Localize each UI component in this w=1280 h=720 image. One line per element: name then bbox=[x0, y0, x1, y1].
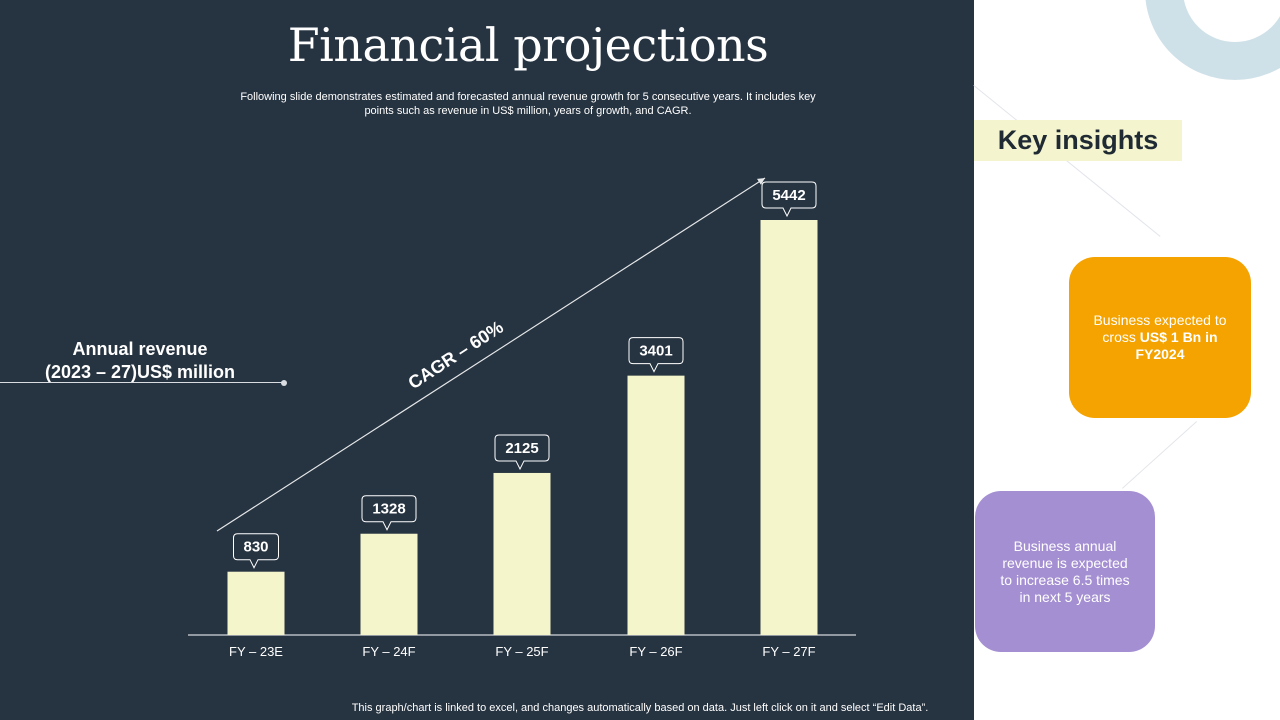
data-label-callout-1 bbox=[233, 533, 279, 569]
bar-2[interactable] bbox=[360, 533, 418, 635]
x-tick-label-2: FY – 24F bbox=[362, 644, 415, 659]
insight-card-revenue-milestone: Business expected to cross US$ 1 Bn in F… bbox=[1069, 257, 1251, 418]
data-label-callout-2 bbox=[361, 495, 417, 531]
key-insights-heading: Key insights bbox=[974, 120, 1182, 161]
insight-card-growth-multiple: Business annual revenue is expected to i… bbox=[975, 491, 1155, 652]
chart-footnote: This graph/chart is linked to excel, and… bbox=[351, 702, 929, 714]
data-label-callout-4 bbox=[628, 337, 684, 373]
data-label-5: 5442 bbox=[772, 187, 805, 204]
revenue-label-dot bbox=[281, 380, 287, 386]
revenue-bar-chart[interactable]: CAGR – 60% 830 FY – 23E 1328 FY – 24F 2125 FY… bbox=[0, 0, 974, 720]
revenue-axis-label: Annual revenue (2023 – 27)US$ million bbox=[20, 338, 260, 384]
revenue-label-line1: Annual revenue bbox=[72, 339, 208, 359]
bar-5[interactable] bbox=[760, 220, 818, 635]
data-label-4: 3401 bbox=[639, 343, 672, 360]
cagr-trend-arrow bbox=[216, 177, 766, 532]
x-tick-label-4: FY – 26F bbox=[629, 644, 682, 659]
bar-4[interactable] bbox=[627, 375, 685, 635]
insight-card1-highlight: US$ 1 Bn in FY2024 bbox=[1135, 329, 1218, 362]
bar-1[interactable] bbox=[227, 571, 285, 635]
x-tick-label-1: FY – 23E bbox=[229, 644, 283, 659]
cagr-label: CAGR – 60% bbox=[405, 317, 507, 393]
revenue-label-line2: (2023 – 27)US$ million bbox=[44, 362, 236, 382]
data-label-3: 2125 bbox=[505, 440, 538, 457]
decorative-ring bbox=[1145, 0, 1280, 80]
data-label-1: 830 bbox=[243, 539, 268, 556]
revenue-label-underline bbox=[0, 382, 284, 383]
x-tick-label-3: FY – 25F bbox=[495, 644, 548, 659]
chart-panel: Financial projections Following slide de… bbox=[0, 0, 974, 720]
bars-group: 830 FY – 23E 1328 FY – 24F 2125 FY – 25F 3401 F… bbox=[227, 181, 818, 659]
insight-card2-text: Business annual revenue is expected to i… bbox=[1000, 537, 1130, 605]
data-label-callout-3 bbox=[494, 434, 550, 471]
page-subtitle: Following slide demonstrates estimated a… bbox=[240, 91, 816, 117]
insight-card1-text: Business expected to cross bbox=[1093, 312, 1227, 345]
data-label-callout-5 bbox=[761, 181, 817, 218]
page-title: Financial projections bbox=[287, 18, 769, 72]
bar-3[interactable] bbox=[493, 472, 551, 635]
data-label-2: 1328 bbox=[372, 501, 405, 518]
x-tick-label-5: FY – 27F bbox=[762, 644, 815, 659]
